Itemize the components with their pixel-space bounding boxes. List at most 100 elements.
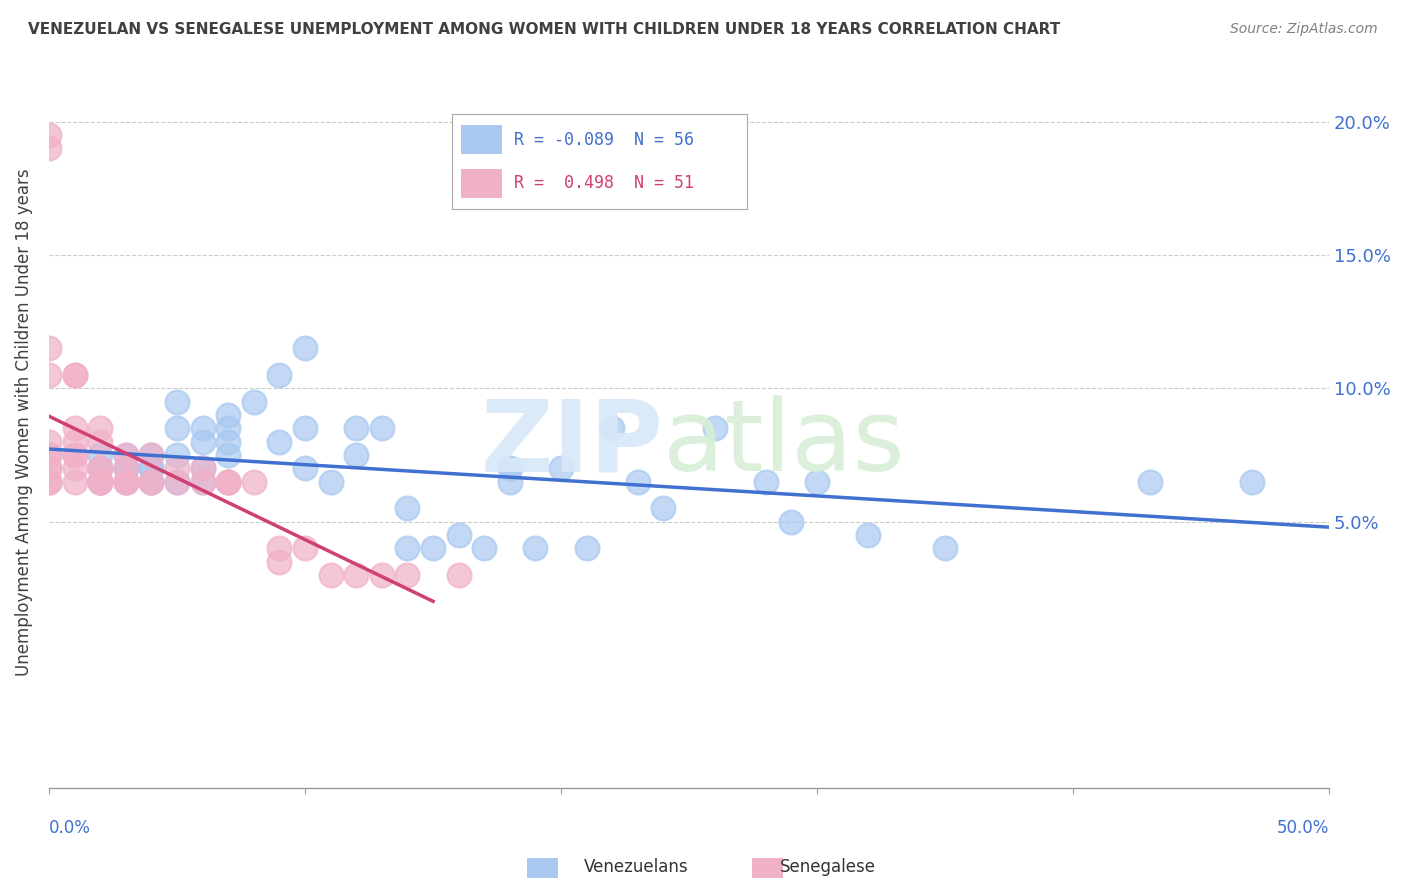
Point bbox=[243, 475, 266, 489]
Point bbox=[422, 541, 444, 556]
Point bbox=[141, 475, 163, 489]
Point bbox=[217, 448, 239, 462]
Text: Venezuelans: Venezuelans bbox=[583, 858, 688, 876]
Point bbox=[191, 461, 214, 475]
Point bbox=[191, 434, 214, 449]
Point bbox=[755, 475, 778, 489]
Point bbox=[114, 461, 136, 475]
Point bbox=[63, 368, 86, 382]
Point bbox=[600, 421, 623, 435]
Point bbox=[89, 475, 111, 489]
Text: Source: ZipAtlas.com: Source: ZipAtlas.com bbox=[1230, 22, 1378, 37]
Point bbox=[141, 448, 163, 462]
Point bbox=[38, 434, 60, 449]
Point bbox=[89, 461, 111, 475]
Point bbox=[319, 568, 342, 582]
Point bbox=[499, 475, 522, 489]
Point bbox=[243, 394, 266, 409]
Point bbox=[38, 475, 60, 489]
Point bbox=[703, 421, 725, 435]
Point bbox=[141, 448, 163, 462]
Text: Senegalese: Senegalese bbox=[780, 858, 876, 876]
Point bbox=[269, 555, 291, 569]
Point bbox=[472, 541, 495, 556]
Point bbox=[63, 448, 86, 462]
Point bbox=[166, 475, 188, 489]
Point bbox=[89, 475, 111, 489]
Point bbox=[1241, 475, 1264, 489]
Y-axis label: Unemployment Among Women with Children Under 18 years: Unemployment Among Women with Children U… bbox=[15, 168, 32, 675]
Point bbox=[38, 475, 60, 489]
Point bbox=[114, 475, 136, 489]
Point bbox=[396, 541, 419, 556]
Point bbox=[38, 461, 60, 475]
Point bbox=[191, 421, 214, 435]
Point bbox=[114, 461, 136, 475]
Point bbox=[141, 475, 163, 489]
Point bbox=[217, 421, 239, 435]
Point bbox=[396, 568, 419, 582]
Point bbox=[319, 475, 342, 489]
Point bbox=[63, 434, 86, 449]
Point bbox=[38, 141, 60, 155]
Point bbox=[114, 448, 136, 462]
Point bbox=[114, 475, 136, 489]
Point bbox=[344, 421, 367, 435]
Point bbox=[191, 461, 214, 475]
Point bbox=[38, 128, 60, 142]
Point bbox=[447, 528, 470, 542]
Point bbox=[550, 461, 572, 475]
Point bbox=[141, 475, 163, 489]
Point bbox=[38, 448, 60, 462]
Point bbox=[269, 434, 291, 449]
Point bbox=[89, 434, 111, 449]
Point bbox=[89, 475, 111, 489]
Point bbox=[575, 541, 598, 556]
Point bbox=[806, 475, 828, 489]
Text: 50.0%: 50.0% bbox=[1277, 819, 1329, 837]
Point bbox=[780, 515, 803, 529]
Point bbox=[89, 421, 111, 435]
Point bbox=[38, 461, 60, 475]
Point bbox=[38, 475, 60, 489]
Point bbox=[217, 475, 239, 489]
Point bbox=[38, 342, 60, 356]
Point bbox=[63, 368, 86, 382]
Point bbox=[294, 421, 316, 435]
Point bbox=[294, 342, 316, 356]
Point bbox=[294, 461, 316, 475]
Point bbox=[38, 368, 60, 382]
Point bbox=[447, 568, 470, 582]
Point bbox=[89, 461, 111, 475]
Point bbox=[269, 368, 291, 382]
Point bbox=[627, 475, 650, 489]
Point bbox=[191, 475, 214, 489]
Point bbox=[524, 541, 547, 556]
Point bbox=[63, 461, 86, 475]
Point bbox=[344, 448, 367, 462]
Point bbox=[89, 448, 111, 462]
Point bbox=[114, 448, 136, 462]
Point bbox=[269, 541, 291, 556]
Point bbox=[344, 568, 367, 582]
Point bbox=[294, 541, 316, 556]
Point bbox=[934, 541, 956, 556]
Point bbox=[38, 448, 60, 462]
Point bbox=[191, 475, 214, 489]
Point bbox=[371, 421, 394, 435]
Point bbox=[217, 475, 239, 489]
Point bbox=[63, 448, 86, 462]
Point bbox=[114, 475, 136, 489]
Point bbox=[652, 501, 675, 516]
Point bbox=[114, 475, 136, 489]
Text: 0.0%: 0.0% bbox=[49, 819, 91, 837]
Text: ZIP: ZIP bbox=[481, 395, 664, 492]
Point bbox=[499, 461, 522, 475]
Point bbox=[166, 394, 188, 409]
Point bbox=[166, 461, 188, 475]
Point bbox=[141, 461, 163, 475]
Point bbox=[166, 475, 188, 489]
Point bbox=[63, 421, 86, 435]
Text: VENEZUELAN VS SENEGALESE UNEMPLOYMENT AMONG WOMEN WITH CHILDREN UNDER 18 YEARS C: VENEZUELAN VS SENEGALESE UNEMPLOYMENT AM… bbox=[28, 22, 1060, 37]
Point bbox=[166, 448, 188, 462]
